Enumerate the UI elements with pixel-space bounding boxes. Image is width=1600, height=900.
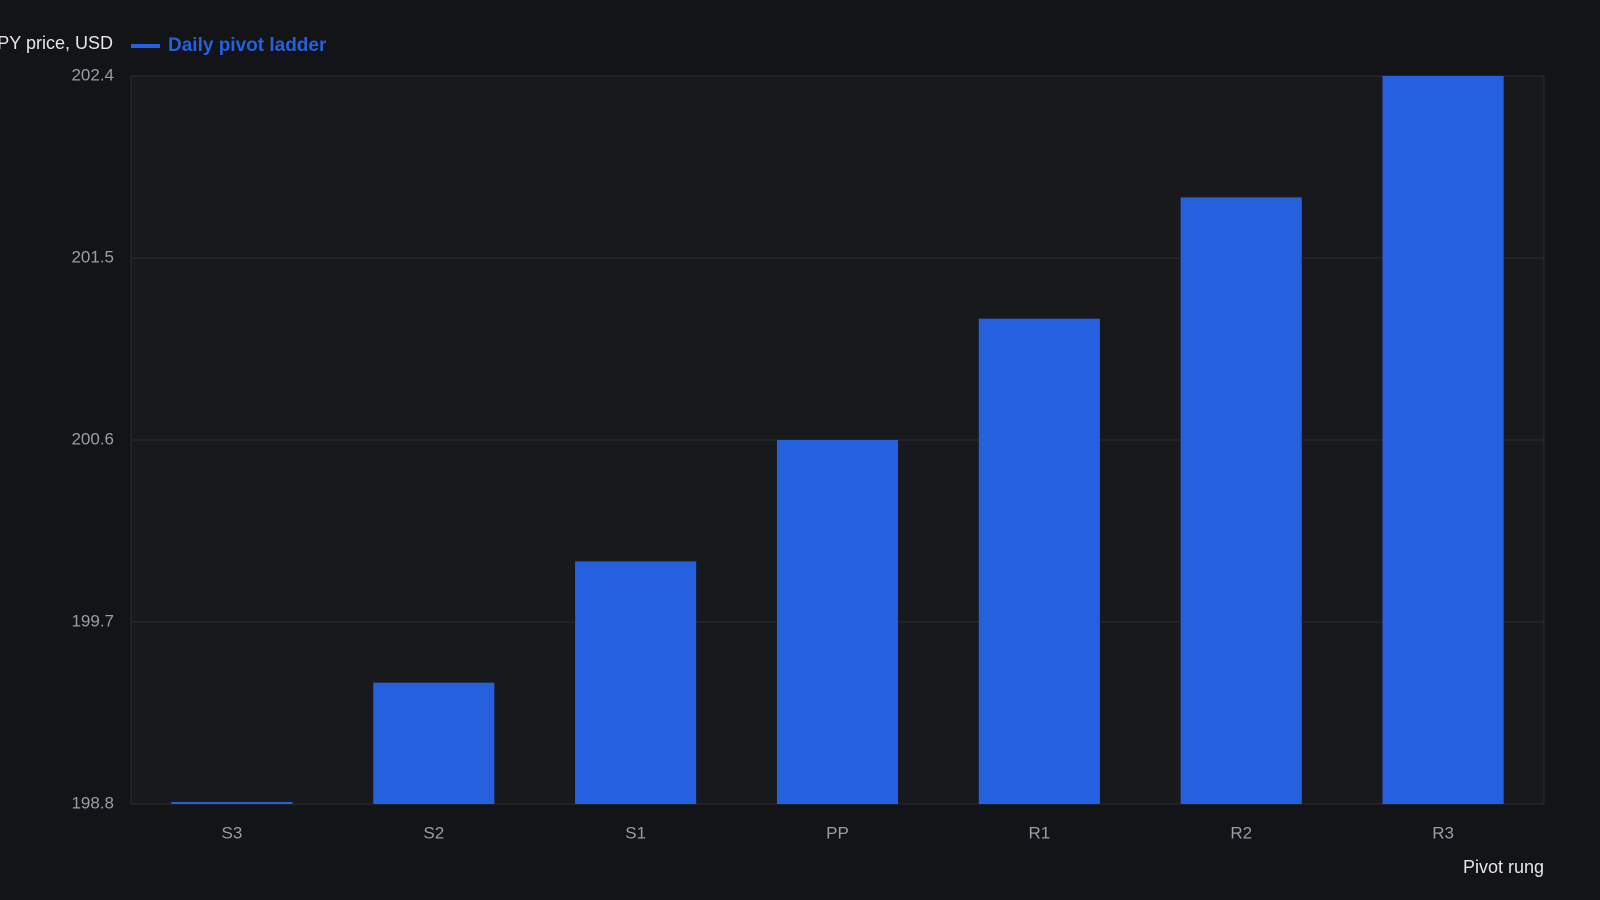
bar	[575, 561, 697, 804]
x-axis-title: Pivot rung	[1463, 857, 1544, 877]
x-tick-label: S2	[423, 823, 444, 842]
x-tick-label: S1	[625, 823, 646, 842]
x-tick-label: S3	[222, 823, 243, 842]
x-tick-label: R3	[1432, 823, 1454, 842]
y-tick-label: 198.8	[71, 793, 114, 812]
y-axis-title: SPY price, USD	[0, 33, 113, 53]
x-tick-label: R1	[1028, 823, 1050, 842]
bar	[171, 802, 293, 804]
y-tick-label: 202.4	[71, 65, 114, 84]
y-tick-label: 201.5	[71, 247, 114, 266]
bar	[776, 440, 899, 804]
bar	[373, 682, 495, 804]
y-tick-label: 200.6	[71, 429, 114, 448]
bar	[1180, 197, 1302, 805]
x-tick-label: PP	[826, 823, 849, 842]
bar	[978, 318, 1100, 804]
x-tick-label: R2	[1230, 823, 1252, 842]
legend-label: Daily pivot ladder	[168, 35, 327, 56]
bar	[1382, 76, 1504, 804]
y-tick-label: 199.7	[71, 611, 114, 630]
